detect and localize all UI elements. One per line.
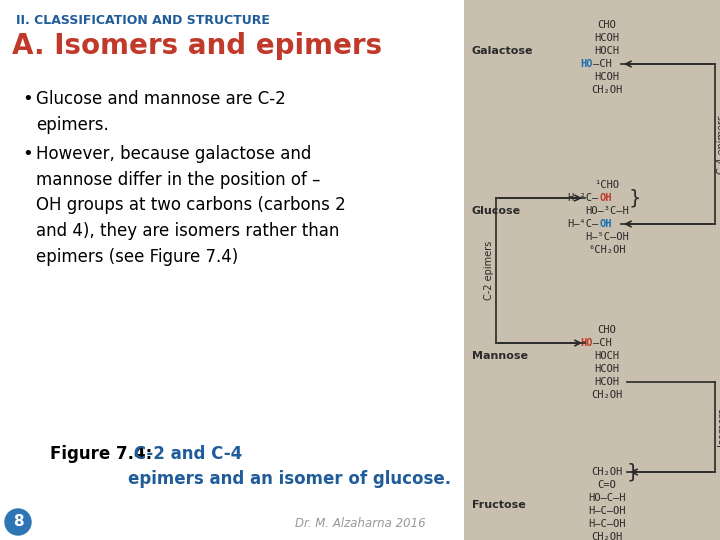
Text: HCOH: HCOH xyxy=(595,364,619,374)
Text: Mannose: Mannose xyxy=(472,351,528,361)
Text: CH₂OH: CH₂OH xyxy=(591,85,623,95)
Text: HCOH: HCOH xyxy=(595,33,619,43)
Text: H–⁴C–: H–⁴C– xyxy=(568,219,599,229)
Text: HOCH: HOCH xyxy=(595,46,619,56)
Text: Isomers: Isomers xyxy=(717,408,720,446)
Text: •: • xyxy=(22,90,32,108)
Bar xyxy=(0,0,464,540)
Text: Fructose: Fructose xyxy=(472,500,526,510)
Text: –CH: –CH xyxy=(593,338,612,348)
Text: HO–C–H: HO–C–H xyxy=(588,493,626,503)
Text: Glucose and mannose are C-2
epimers.: Glucose and mannose are C-2 epimers. xyxy=(36,90,286,134)
Text: Galactose: Galactose xyxy=(472,46,534,56)
Text: –CH: –CH xyxy=(593,59,612,69)
Circle shape xyxy=(5,509,31,535)
Text: CH₂OH: CH₂OH xyxy=(591,467,623,477)
Text: CH₂OH: CH₂OH xyxy=(591,390,623,400)
Text: C-2 epimers: C-2 epimers xyxy=(484,241,494,300)
Text: HCOH: HCOH xyxy=(595,72,619,82)
Text: Dr. M. Alzaharna 2016: Dr. M. Alzaharna 2016 xyxy=(294,517,426,530)
Text: ¹CHO: ¹CHO xyxy=(595,180,619,190)
Text: HOCH: HOCH xyxy=(595,351,619,361)
Text: HCOH: HCOH xyxy=(595,377,619,387)
Text: HO: HO xyxy=(580,59,593,69)
Text: C-2 and C-4
epimers and an isomer of glucose.: C-2 and C-4 epimers and an isomer of glu… xyxy=(128,445,451,488)
Text: CHO: CHO xyxy=(598,325,616,335)
Text: II. CLASSIFICATION AND STRUCTURE: II. CLASSIFICATION AND STRUCTURE xyxy=(16,14,270,27)
Text: OH: OH xyxy=(599,193,611,203)
Text: C=O: C=O xyxy=(598,480,616,490)
Text: Figure 7.4:: Figure 7.4: xyxy=(50,445,152,463)
Text: HO: HO xyxy=(580,338,593,348)
Text: ⁶CH₂OH: ⁶CH₂OH xyxy=(588,245,626,255)
Text: }: } xyxy=(627,462,639,482)
Text: H–C–OH: H–C–OH xyxy=(588,519,626,529)
Text: Glucose: Glucose xyxy=(472,206,521,216)
Text: }: } xyxy=(629,188,642,207)
Text: However, because galactose and
mannose differ in the position of –
OH groups at : However, because galactose and mannose d… xyxy=(36,145,346,266)
Text: •: • xyxy=(22,145,32,163)
Bar xyxy=(464,0,720,540)
Text: 8: 8 xyxy=(13,515,23,530)
Text: C-4 epimers: C-4 epimers xyxy=(717,114,720,173)
Text: A. Isomers and epimers: A. Isomers and epimers xyxy=(12,32,382,60)
Text: CH₂OH: CH₂OH xyxy=(591,532,623,540)
Text: H–C–OH: H–C–OH xyxy=(588,506,626,516)
Text: CHO: CHO xyxy=(598,20,616,30)
Text: H–²C–: H–²C– xyxy=(568,193,599,203)
Text: HO–³C–H: HO–³C–H xyxy=(585,206,629,216)
Text: H–⁵C–OH: H–⁵C–OH xyxy=(585,232,629,242)
Text: OH: OH xyxy=(599,219,611,229)
